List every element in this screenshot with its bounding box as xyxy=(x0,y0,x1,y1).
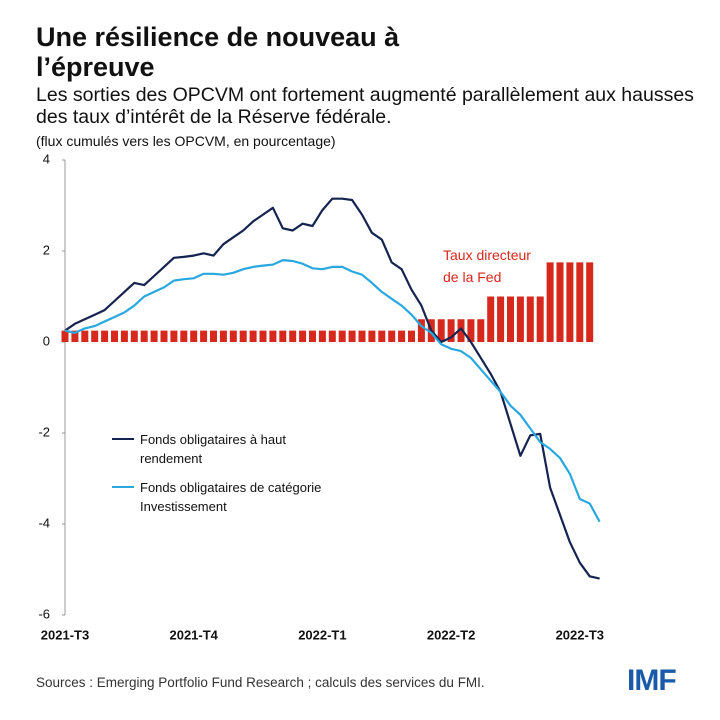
bar xyxy=(289,330,297,342)
bar xyxy=(556,262,564,342)
bar xyxy=(200,330,208,342)
bar xyxy=(160,330,168,342)
bar xyxy=(279,330,287,342)
bar xyxy=(358,330,366,342)
bar xyxy=(388,330,396,342)
bar xyxy=(586,262,594,342)
y-tick-label: -4 xyxy=(38,515,50,530)
bar xyxy=(477,319,485,342)
bar xyxy=(259,330,267,342)
y-tick-label: -2 xyxy=(38,424,50,439)
bar xyxy=(229,330,237,342)
bar xyxy=(111,330,118,342)
bar xyxy=(546,262,554,342)
bar xyxy=(566,262,574,342)
legend-label: Fonds obligataires de catégorie Investis… xyxy=(140,480,322,514)
legend: Fonds obligataires à haut rendement Fonds… xyxy=(112,430,330,526)
bar xyxy=(170,330,178,342)
bar xyxy=(417,319,425,342)
bar xyxy=(536,296,544,342)
bar xyxy=(190,330,198,342)
bar xyxy=(487,296,495,342)
bar xyxy=(516,296,524,342)
bar xyxy=(467,319,475,342)
bar xyxy=(368,330,376,342)
x-tick-label: 2022-T1 xyxy=(298,627,346,642)
x-tick-label: 2022-T3 xyxy=(556,627,604,642)
legend-label: Fonds obligataires à haut rendement xyxy=(140,432,286,466)
bar xyxy=(507,296,514,342)
x-tick-label: 2021-T4 xyxy=(169,627,218,642)
y-tick-label: 0 xyxy=(43,333,50,348)
bar xyxy=(348,330,356,342)
bar xyxy=(447,319,455,342)
annotation-line: de la Fed xyxy=(443,269,502,285)
bar xyxy=(437,319,445,342)
bar xyxy=(219,330,227,342)
annotation: Taux directeur de la Fed xyxy=(443,244,531,288)
legend-item: Fonds obligataires de catégorie Investis… xyxy=(112,478,330,516)
bar xyxy=(318,330,326,342)
bar xyxy=(120,330,128,342)
subtitle: Les sorties des OPCVM ont fortement augm… xyxy=(36,84,694,128)
unit-note: (flux cumulés vers les OPCVM, en pourcen… xyxy=(36,133,336,149)
bar xyxy=(239,330,247,342)
bar xyxy=(71,330,79,342)
bar xyxy=(101,330,109,342)
bar xyxy=(140,330,148,342)
bar xyxy=(61,330,69,342)
bar xyxy=(408,330,415,342)
annotation-line: Taux directeur xyxy=(443,247,531,263)
title: Une résilience de nouveau à l’épreuve xyxy=(36,22,400,82)
legend-item: Fonds obligataires à haut rendement xyxy=(112,430,330,468)
y-tick-label: -6 xyxy=(38,606,50,621)
bar xyxy=(576,262,584,342)
legend-swatch xyxy=(112,486,134,488)
y-tick-label: 2 xyxy=(43,242,50,257)
bar xyxy=(180,330,188,342)
line xyxy=(64,259,601,523)
logo: IMF xyxy=(627,664,677,697)
bar xyxy=(526,296,534,342)
bar xyxy=(210,330,217,342)
bar xyxy=(457,319,465,342)
source: Sources : Emerging Portfolio Fund Resear… xyxy=(36,675,485,690)
bar xyxy=(378,330,386,342)
bar xyxy=(130,330,138,342)
bar xyxy=(150,330,158,342)
bar xyxy=(81,330,89,342)
legend-swatch xyxy=(112,438,134,440)
bar xyxy=(91,330,99,342)
x-tick-label: 2021-T3 xyxy=(41,627,89,642)
bar xyxy=(497,296,505,342)
bar xyxy=(398,330,406,342)
line xyxy=(64,197,600,580)
bar xyxy=(249,330,257,342)
bar xyxy=(299,330,307,342)
y-tick-label: 4 xyxy=(43,151,50,166)
bar xyxy=(309,330,316,342)
x-tick-label: 2022-T2 xyxy=(427,627,475,642)
bar xyxy=(338,330,346,342)
bar xyxy=(269,330,277,342)
bar xyxy=(328,330,336,342)
